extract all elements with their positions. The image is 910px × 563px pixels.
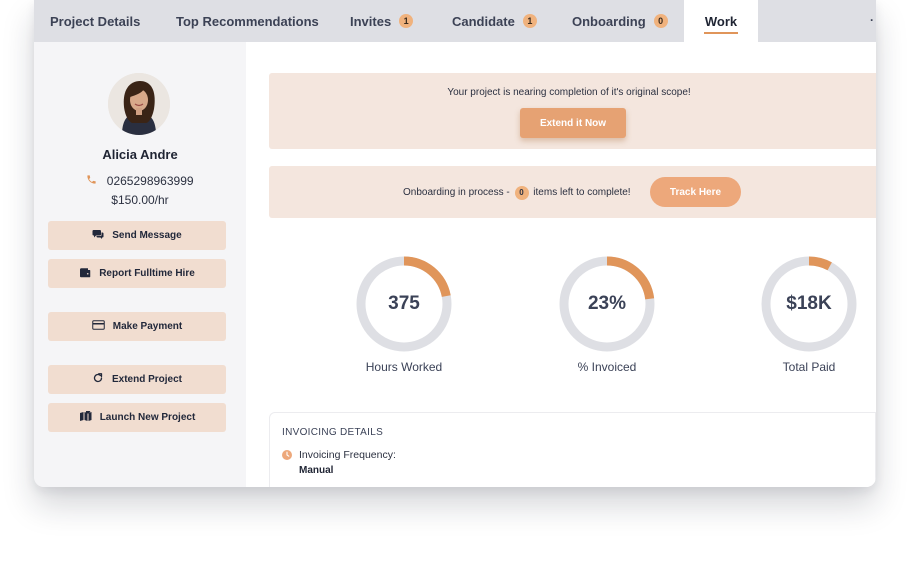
tab-label: Top Recommendations [176, 13, 319, 29]
hourly-rate: $150.00/hr [111, 193, 169, 207]
launch-new-project-button[interactable]: Launch New Project [48, 403, 226, 432]
gauge-label: Hours Worked [365, 360, 443, 374]
work-panel: Project Details Top Recommendations Invi… [34, 0, 876, 487]
phone-number: 0265298963999 [106, 174, 194, 188]
extend-it-now-button[interactable]: Extend it Now [520, 108, 626, 138]
invoicing-details-heading: INVOICING DETAILS [282, 427, 384, 438]
extend-project-button[interactable]: Extend Project [48, 365, 226, 394]
total-paid-gauge: $18K [759, 254, 859, 354]
active-tab-indicator [704, 32, 738, 34]
tab-label: Onboarding [572, 13, 646, 29]
report-fulltime-hire-button[interactable]: Report Fulltime Hire [48, 259, 226, 288]
gauge-progress [761, 256, 857, 352]
tab-onboarding[interactable]: Onboarding 0 [572, 0, 668, 42]
map-flag-icon [79, 410, 92, 425]
scope-warning-banner: Your project is nearing completion of it… [269, 73, 876, 149]
send-message-button[interactable]: Send Message [48, 221, 226, 250]
invoicing-frequency-value: Manual [299, 465, 334, 476]
freelancer-name: Alicia Andre [102, 147, 178, 162]
onboarding-prefix: Onboarding in process - [403, 187, 510, 198]
gauge-value: 23% [587, 293, 627, 314]
tab-count-badge: 1 [522, 14, 537, 28]
clock-icon [282, 450, 292, 460]
phone-icon [86, 174, 97, 188]
gauge-label: % Invoiced [577, 360, 637, 374]
tab-bar: Project Details Top Recommendations Invi… [34, 0, 876, 42]
gauge-label: Total Paid [782, 360, 836, 374]
tab-overflow-indicator[interactable]: · [870, 13, 874, 27]
tab-candidate[interactable]: Candidate 1 [452, 0, 537, 42]
tab-work[interactable]: Work [684, 0, 758, 42]
tab-label: Project Details [50, 13, 141, 29]
onboarding-banner: Onboarding in process - 0 items left to … [269, 166, 876, 218]
tab-count-badge: 0 [653, 14, 668, 28]
gauge-value: $18K [786, 293, 832, 314]
onboarding-status-line: Onboarding in process - 0 items left to … [403, 186, 631, 200]
tab-label: Invites [350, 13, 392, 29]
gauge-progress [356, 256, 452, 352]
send-message-label: Send Message [112, 230, 182, 241]
report-fulltime-hire-label: Report Fulltime Hire [99, 268, 195, 279]
launch-new-project-label: Launch New Project [99, 412, 196, 423]
extend-project-label: Extend Project [111, 374, 183, 385]
hours-worked-gauge: 375 [354, 254, 454, 354]
phone-row: 0265298963999 [34, 174, 246, 188]
invoicing-details-card: INVOICING DETAILS Invoicing Frequency: M… [269, 412, 876, 487]
tab-label: Work [704, 13, 738, 29]
credit-card-icon [92, 320, 105, 333]
wallet-icon [79, 267, 91, 281]
freelancer-sidebar: Alicia Andre 0265298963999 $150.00/hr Se… [34, 42, 246, 487]
make-payment-button[interactable]: Make Payment [48, 312, 226, 341]
avatar [108, 73, 170, 135]
tab-invites[interactable]: Invites 1 [350, 0, 414, 42]
tab-count-badge: 1 [399, 14, 414, 28]
invoicing-frequency-row: Invoicing Frequency: [282, 449, 396, 461]
gauge-progress [559, 256, 655, 352]
tab-top-recommendations[interactable]: Top Recommendations [176, 0, 319, 42]
tab-project-details[interactable]: Project Details [50, 0, 140, 42]
chat-icon [92, 229, 104, 243]
onboarding-count-badge: 0 [514, 186, 529, 200]
percent-invoiced-gauge: 23% [557, 254, 657, 354]
invoicing-frequency-label: Invoicing Frequency: [299, 449, 396, 461]
tab-label: Candidate [452, 13, 515, 29]
gauge-value: 375 [388, 293, 420, 314]
scope-warning-message: Your project is nearing completion of it… [447, 87, 691, 98]
work-main-content: Your project is nearing completion of it… [246, 42, 876, 487]
make-payment-label: Make Payment [112, 321, 183, 332]
track-here-button[interactable]: Track Here [650, 177, 741, 207]
onboarding-suffix: items left to complete! [533, 187, 631, 198]
refresh-icon [92, 372, 104, 387]
